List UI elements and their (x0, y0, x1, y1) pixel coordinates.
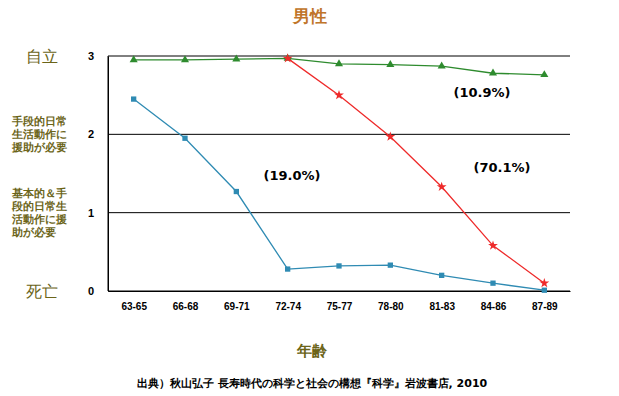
chart: 男性 0 1 2 3 自立手段的日常生活動作に援助が必要基本的＆手段的日常生活動作に援助が… (0, 0, 619, 396)
tick: 63-65 (121, 291, 147, 312)
tick: 81-83 (429, 291, 455, 312)
marker (540, 70, 548, 77)
source: 出典）秋山弘子 長寿時代の科学と社会の構想『科学』岩波書店, 2010 (137, 377, 488, 390)
tick: 1 (88, 207, 108, 219)
series-line (134, 99, 545, 290)
series (131, 96, 547, 292)
marker (439, 273, 444, 278)
marker (385, 132, 395, 141)
axis-line (108, 57, 109, 292)
marker (386, 60, 394, 67)
level-label-line: 基本的＆手 (11, 187, 67, 199)
marker (283, 53, 293, 62)
marker (232, 54, 240, 61)
tick-label: 84-86 (481, 301, 507, 312)
marker (181, 55, 189, 62)
marker (131, 96, 136, 101)
marker (334, 90, 344, 99)
tick-label: 81-83 (429, 301, 455, 312)
level-label-line: 援助が必要 (11, 141, 67, 153)
marker (335, 59, 343, 66)
marker (490, 281, 495, 286)
series-line (134, 58, 545, 74)
grid-line (108, 212, 570, 213)
marker (336, 263, 341, 268)
grid (108, 56, 570, 291)
tick-label: 2 (88, 128, 94, 140)
title: 男性 (292, 6, 327, 26)
grid-line (108, 291, 570, 292)
tick: 66-68 (173, 291, 199, 312)
axis-line (109, 291, 571, 292)
marker (182, 136, 187, 141)
grid-line (108, 134, 570, 135)
tick-label: 1 (88, 207, 94, 219)
grid-line (108, 56, 570, 57)
series-name: (10.9%) (454, 85, 511, 100)
level-label-line: 手段的日常 (11, 115, 67, 127)
marker (234, 189, 239, 194)
marker (489, 69, 497, 76)
tick: 72-74 (275, 291, 301, 312)
x-axis: 63-65 66-68 69-71 72-74 75-77 78-80 81-83 84-86… (109, 291, 571, 312)
marker (388, 263, 393, 268)
y-level-labels: 自立手段的日常生活動作に援助が必要基本的＆手段的日常生活動作に援助が必要死亡 (11, 47, 67, 301)
level-label-line: 生活動作に (11, 128, 67, 140)
marker (437, 182, 447, 191)
annotations: (10.9%) (70.1%) (19.0%) (264, 85, 531, 183)
level-label-line: 助が必要 (11, 226, 56, 238)
level-label: 基本的＆手段的日常生活動作に援助が必要 (11, 187, 67, 238)
tick: 78-80 (378, 291, 404, 312)
level-label-line: 段的日常生 (11, 200, 67, 212)
marker (488, 240, 498, 249)
tick: 2 (88, 128, 108, 140)
marker (130, 55, 138, 62)
level-label: 死亡 (26, 282, 58, 301)
tick: 3 (88, 50, 108, 62)
tick-label: 72-74 (275, 301, 301, 312)
series (283, 53, 550, 287)
tick-label: 3 (88, 50, 94, 62)
series-name: (19.0%) (264, 168, 321, 183)
frame-line (108, 56, 109, 291)
series (130, 54, 549, 77)
marker (542, 288, 547, 293)
series-name: (70.1%) (474, 160, 531, 175)
tick: 0 (88, 285, 108, 297)
tick-label: 63-65 (121, 301, 147, 312)
plot-area (130, 53, 550, 293)
x-axis-title: 年齢 (296, 342, 328, 360)
tick-label: 78-80 (378, 301, 404, 312)
level-label-line: 活動作に援 (11, 213, 67, 225)
tick-label: 87-89 (532, 301, 558, 312)
tick-label: 75-77 (327, 301, 353, 312)
tick-label: 66-68 (173, 301, 199, 312)
tick: 87-89 (532, 291, 558, 312)
series-line (288, 58, 545, 283)
y-axis: 0 1 2 3 (88, 50, 109, 297)
tick: 69-71 (224, 291, 250, 312)
level-label: 手段的日常生活動作に援助が必要 (11, 115, 67, 153)
marker (438, 62, 446, 69)
tick-label: 69-71 (224, 301, 250, 312)
tick: 84-86 (481, 291, 507, 312)
level-label: 自立 (26, 47, 58, 66)
tick-label: 0 (88, 285, 94, 297)
tick: 75-77 (327, 291, 353, 312)
marker (285, 266, 290, 271)
marker (539, 278, 549, 287)
